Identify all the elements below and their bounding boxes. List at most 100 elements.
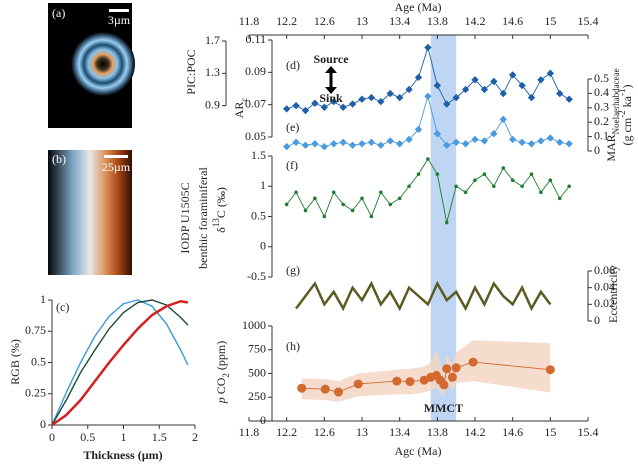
y-tick-label: 250 xyxy=(248,389,266,403)
x-tick-label: 14.6 xyxy=(502,14,523,28)
x-tick-label: 14.2 xyxy=(465,425,486,439)
diamond xyxy=(358,95,366,103)
diamond xyxy=(348,141,357,149)
y-tick-label: 0.5 xyxy=(31,354,46,368)
y2-axis-label-part: ) xyxy=(620,85,634,89)
x-tick-label: 12.6 xyxy=(314,14,335,28)
x-tick-label: 11.8 xyxy=(239,425,260,439)
diamond xyxy=(556,89,564,98)
annotation: Sink xyxy=(319,91,343,105)
x-axis-label: Agc (Ma) xyxy=(395,444,442,458)
y-tick-label: 0.09 xyxy=(245,64,266,78)
diamond xyxy=(443,100,451,108)
y-tick-label: 0.3 xyxy=(594,100,609,114)
diamond xyxy=(330,97,338,106)
y-tick-label: 0 xyxy=(594,143,600,157)
y-axis-label: p CO2 (ppm) xyxy=(214,341,231,405)
point xyxy=(379,190,383,195)
y-tick-label: -0.5 xyxy=(247,269,266,283)
point xyxy=(557,196,562,201)
point xyxy=(442,364,452,374)
thickness-image xyxy=(48,150,132,275)
panel-b: 25µm (b) xyxy=(48,150,132,275)
y-axis-label: ARc xyxy=(232,98,249,119)
point xyxy=(294,190,298,195)
point xyxy=(548,178,553,182)
diamond xyxy=(556,138,564,147)
diamond xyxy=(424,92,432,100)
diamond xyxy=(490,77,498,86)
panel-label: (f) xyxy=(286,158,298,172)
y-axis-label: IODP U1505C xyxy=(178,182,192,253)
diamond xyxy=(282,105,291,113)
curve xyxy=(51,299,189,426)
diamond xyxy=(527,93,536,102)
mmct-label: MMCT xyxy=(424,401,463,415)
y-tick-label: 1.7 xyxy=(205,33,220,47)
y2-axis-label: Eccentricity xyxy=(606,265,620,323)
scale-label: 25µm xyxy=(102,160,131,174)
panel-label: (c) xyxy=(56,300,69,314)
point xyxy=(492,184,496,189)
x-tick-label: 1.5 xyxy=(152,430,167,444)
x-tick-label: 0.5 xyxy=(80,430,95,444)
y-tick-label: 0.1 xyxy=(594,128,609,142)
diamond xyxy=(424,43,432,52)
point xyxy=(545,365,555,375)
x-tick-label: 12.6 xyxy=(314,425,335,439)
diamond xyxy=(395,140,404,148)
diamond xyxy=(377,97,385,106)
y-axis-label-part: 13 xyxy=(211,218,221,228)
x-axis-label: Thickness (µm) xyxy=(83,448,162,462)
y-tick-label: 0.25 xyxy=(25,386,46,400)
diamond xyxy=(565,140,573,148)
point xyxy=(397,196,402,201)
diamond xyxy=(518,138,526,147)
panel-a: 3µm (a) xyxy=(48,3,135,128)
diamond xyxy=(546,134,555,142)
y2-axis-label: (g cm-2 ka-1) xyxy=(617,85,634,146)
x-tick-label: 15.4 xyxy=(578,425,599,439)
x-tick-label: 13 xyxy=(356,425,368,439)
panel-label: (g) xyxy=(286,263,300,277)
y-tick-label: 1.3 xyxy=(205,65,220,79)
point xyxy=(353,379,363,389)
x-tick-label: 14.6 xyxy=(502,425,523,439)
y-tick-label: 0.06 xyxy=(594,263,615,277)
diamond xyxy=(348,100,357,108)
x-tick-label: 14.2 xyxy=(465,14,486,28)
y-tick-label: 0.02 xyxy=(594,296,615,310)
y-tick-label: 0.11 xyxy=(245,32,266,46)
point xyxy=(405,377,415,387)
y-axis-label: RGB (%) xyxy=(8,339,22,385)
point xyxy=(284,202,289,207)
x-tick-label: 13 xyxy=(356,14,368,28)
point xyxy=(482,172,487,176)
diamond xyxy=(292,138,300,147)
diamond xyxy=(565,95,573,103)
point xyxy=(341,202,345,207)
diamond xyxy=(311,99,319,107)
point xyxy=(468,357,478,367)
point xyxy=(447,372,457,382)
y3-axis-label: PIC:POC xyxy=(184,49,198,94)
point xyxy=(320,384,330,394)
point xyxy=(567,184,571,189)
x-tick-label: 11.8 xyxy=(239,14,260,28)
x-tick-label: 12.2 xyxy=(276,14,297,28)
y-axis-label: δ13C (‰) xyxy=(211,187,228,233)
point xyxy=(451,363,461,373)
y2-axis-label-part: -1 xyxy=(617,89,627,97)
point xyxy=(529,172,534,176)
y-tick-label: 750 xyxy=(248,342,266,356)
curve xyxy=(51,299,189,427)
scale-bar xyxy=(109,9,129,12)
point xyxy=(388,202,393,207)
scale-bar xyxy=(104,155,128,158)
point xyxy=(303,208,308,213)
y-tick-label: 0.07 xyxy=(245,96,266,110)
x-tick-label: 2 xyxy=(192,430,198,444)
point xyxy=(369,214,374,219)
x-tick-label: 0 xyxy=(49,430,55,444)
x-tick-label: 1 xyxy=(121,430,127,444)
